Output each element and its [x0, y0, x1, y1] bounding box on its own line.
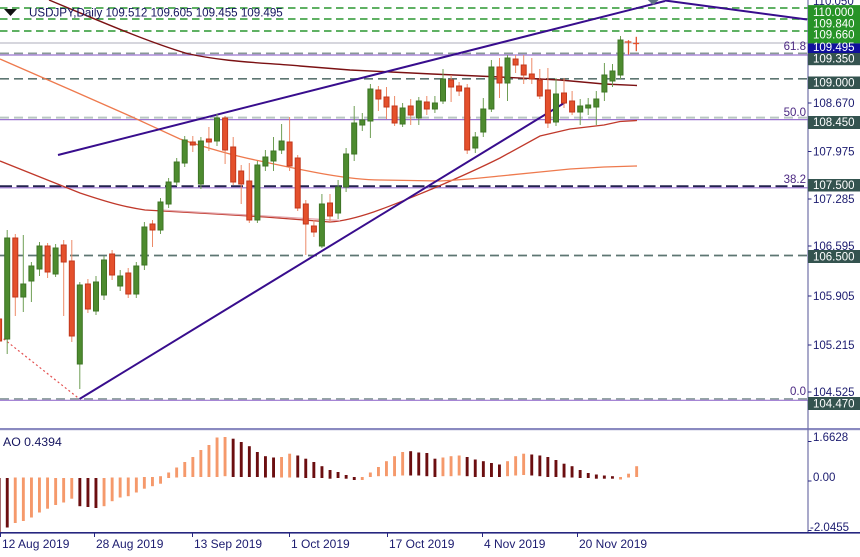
svg-text:12 Aug 2019: 12 Aug 2019 [2, 537, 70, 551]
svg-text:108.450: 108.450 [813, 117, 855, 129]
svg-text:AO 0.4394: AO 0.4394 [3, 435, 62, 449]
svg-text:17 Oct 2019: 17 Oct 2019 [389, 537, 455, 551]
svg-text:106.500: 106.500 [813, 251, 855, 263]
svg-text:107.285: 107.285 [813, 194, 855, 206]
svg-text:1 Oct 2019: 1 Oct 2019 [291, 537, 350, 551]
svg-text:0.00: 0.00 [813, 472, 835, 484]
svg-text:110.050: 110.050 [813, 0, 854, 8]
svg-text:109.495: 109.495 [813, 42, 855, 54]
svg-text:109.350: 109.350 [813, 54, 855, 66]
svg-text:0.0: 0.0 [790, 386, 806, 398]
svg-text:105.215: 105.215 [813, 340, 855, 352]
svg-text:110.000: 110.000 [813, 7, 854, 19]
svg-text:USDJPY,Daily 109.512 109.605: USDJPY,Daily 109.512 109.605 109.455 109… [29, 7, 283, 20]
svg-text:109.660: 109.660 [813, 30, 855, 42]
svg-text:109.840: 109.840 [813, 18, 855, 30]
svg-text:4 Nov 2019: 4 Nov 2019 [484, 537, 546, 551]
svg-text:38.2: 38.2 [784, 174, 806, 186]
svg-text:1.6628: 1.6628 [813, 432, 848, 444]
svg-text:107.500: 107.500 [813, 180, 855, 192]
svg-text:13 Sep 2019: 13 Sep 2019 [194, 537, 262, 551]
svg-text:-2.0455: -2.0455 [810, 522, 849, 534]
svg-text:109.000: 109.000 [813, 77, 855, 89]
svg-text:61.8: 61.8 [784, 41, 806, 53]
svg-text:108.670: 108.670 [813, 98, 855, 110]
svg-text:50.0: 50.0 [784, 107, 806, 119]
svg-text:107.975: 107.975 [813, 147, 855, 159]
svg-text:104.470: 104.470 [813, 398, 855, 410]
svg-text:105.905: 105.905 [813, 291, 855, 303]
svg-text:104.525: 104.525 [813, 387, 855, 399]
svg-text:20 Nov 2019: 20 Nov 2019 [579, 537, 647, 551]
svg-text:28 Aug 2019: 28 Aug 2019 [96, 537, 164, 551]
